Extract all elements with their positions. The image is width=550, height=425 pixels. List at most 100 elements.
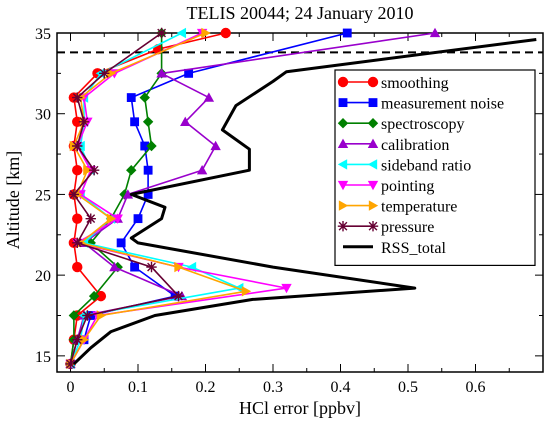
legend-entry-measurement-noise: measurement noise [338, 96, 504, 113]
legend-entry-rss-total: RSS_total [343, 240, 446, 257]
data-point-smoothing [220, 27, 231, 39]
data-point-calibration [203, 92, 215, 102]
data-point-calibration [429, 27, 441, 38]
series-rss-total [72, 38, 537, 365]
legend-label: calibration [381, 137, 449, 154]
legend-entry-pointing: pointing [337, 178, 434, 195]
legend-label: measurement noise [381, 96, 504, 113]
data-point-pointing [112, 214, 123, 224]
data-point-smoothing [72, 261, 83, 273]
data-point-spectroscopy [146, 140, 157, 152]
legend-marker [337, 159, 348, 170]
data-point-pressure [72, 140, 83, 152]
legend-entry-calibration: calibration [337, 137, 449, 154]
series-measurement-noise [66, 28, 352, 369]
data-point-calibration [122, 189, 134, 199]
legend-entry-sideband-ratio: sideband ratio [337, 157, 471, 174]
data-point-calibration [109, 261, 120, 272]
legend-label: sideband ratio [381, 157, 471, 174]
x-tick-label: 0.4 [331, 379, 351, 396]
data-point-spectroscopy [126, 165, 137, 176]
legend: smoothing measurement noise spectroscopy ca… [334, 69, 536, 266]
data-point-measurement-noise [130, 117, 140, 127]
data-point-measurement-noise [140, 141, 150, 151]
legend-label: spectroscopy [381, 116, 465, 133]
data-point-pressure [85, 213, 96, 224]
data-point-pressure [82, 310, 93, 321]
data-point-calibration [196, 165, 208, 175]
legend-marker [337, 221, 349, 232]
legend-marker [368, 98, 378, 108]
data-point-temperature [201, 27, 211, 39]
x-tick-label: 0.2 [196, 379, 216, 396]
legend-label: RSS_total [381, 240, 446, 257]
legend-marker [368, 200, 379, 211]
series-pressure [65, 27, 184, 370]
legend-entry-smoothing: smoothing [337, 75, 449, 92]
data-point-temperature [241, 286, 252, 297]
legend-label: temperature [381, 199, 457, 216]
data-point-pressure [99, 68, 110, 79]
data-point-spectroscopy [142, 116, 154, 127]
data-point-spectroscopy [85, 237, 96, 249]
data-point-calibration [210, 140, 221, 151]
legend-entry-spectroscopy: spectroscopy [337, 116, 465, 133]
data-series [65, 27, 537, 370]
y-tick-label: 15 [35, 349, 51, 366]
legend-marker [337, 180, 349, 191]
data-point-calibration [156, 68, 167, 78]
y-tick-label: 35 [35, 26, 51, 43]
legend-marker [367, 76, 379, 88]
series-line-rss-total [72, 38, 537, 365]
data-point-pressure [88, 165, 100, 176]
legend-marker [338, 98, 348, 108]
data-point-measurement-noise [342, 28, 352, 38]
data-point-smoothing [72, 165, 83, 176]
x-tick-label: 0.1 [128, 379, 148, 396]
legend-entry-pressure: pressure [337, 219, 434, 236]
data-point-spectroscopy [68, 310, 80, 321]
legend-entry-temperature: temperature [338, 199, 457, 216]
data-point-measurement-noise [116, 238, 126, 248]
chart-title: TELIS 20044; 24 January 2010 [187, 3, 414, 23]
data-point-smoothing [72, 213, 83, 224]
y-tick-label: 25 [35, 187, 51, 204]
data-point-measurement-noise [133, 214, 143, 224]
x-axis-label: HCl error [ppbv] [239, 398, 361, 418]
legend-marker [337, 118, 349, 129]
y-tick-label: 30 [35, 107, 51, 124]
data-point-pressure [68, 189, 80, 200]
legend-marker [367, 180, 379, 191]
data-point-pressure [72, 92, 83, 103]
data-point-temperature [174, 261, 184, 273]
y-axis-label: Altitude [km] [3, 151, 23, 249]
x-tick-label: 0 [67, 379, 75, 396]
data-point-pressure [146, 261, 157, 273]
x-tick-label: 0.5 [398, 379, 418, 396]
data-point-measurement-noise [126, 93, 136, 102]
legend-label: pointing [381, 178, 434, 195]
data-point-sideband-ratio [176, 27, 187, 39]
data-point-calibration [180, 116, 191, 126]
legend-marker [367, 118, 379, 129]
data-point-pressure [78, 116, 90, 127]
legend-label: smoothing [381, 75, 449, 92]
legend-marker [367, 159, 378, 170]
x-tick-label: 0.6 [466, 379, 486, 396]
data-point-pressure [173, 290, 184, 302]
data-point-pressure [156, 27, 167, 39]
data-point-smoothing [95, 290, 107, 302]
data-point-spectroscopy [139, 92, 150, 103]
x-tick-label: 0.3 [263, 379, 283, 396]
data-point-spectroscopy [88, 290, 100, 302]
data-point-pressure [72, 237, 83, 249]
data-point-pressure [72, 334, 83, 345]
data-point-pointing [281, 283, 292, 294]
series-line-temperature [69, 32, 247, 365]
series-line-pressure [69, 32, 180, 365]
legend-marker [367, 138, 379, 148]
data-point-temperature [83, 165, 93, 176]
legend-label: pressure [381, 219, 434, 236]
data-point-measurement-noise [130, 262, 140, 272]
